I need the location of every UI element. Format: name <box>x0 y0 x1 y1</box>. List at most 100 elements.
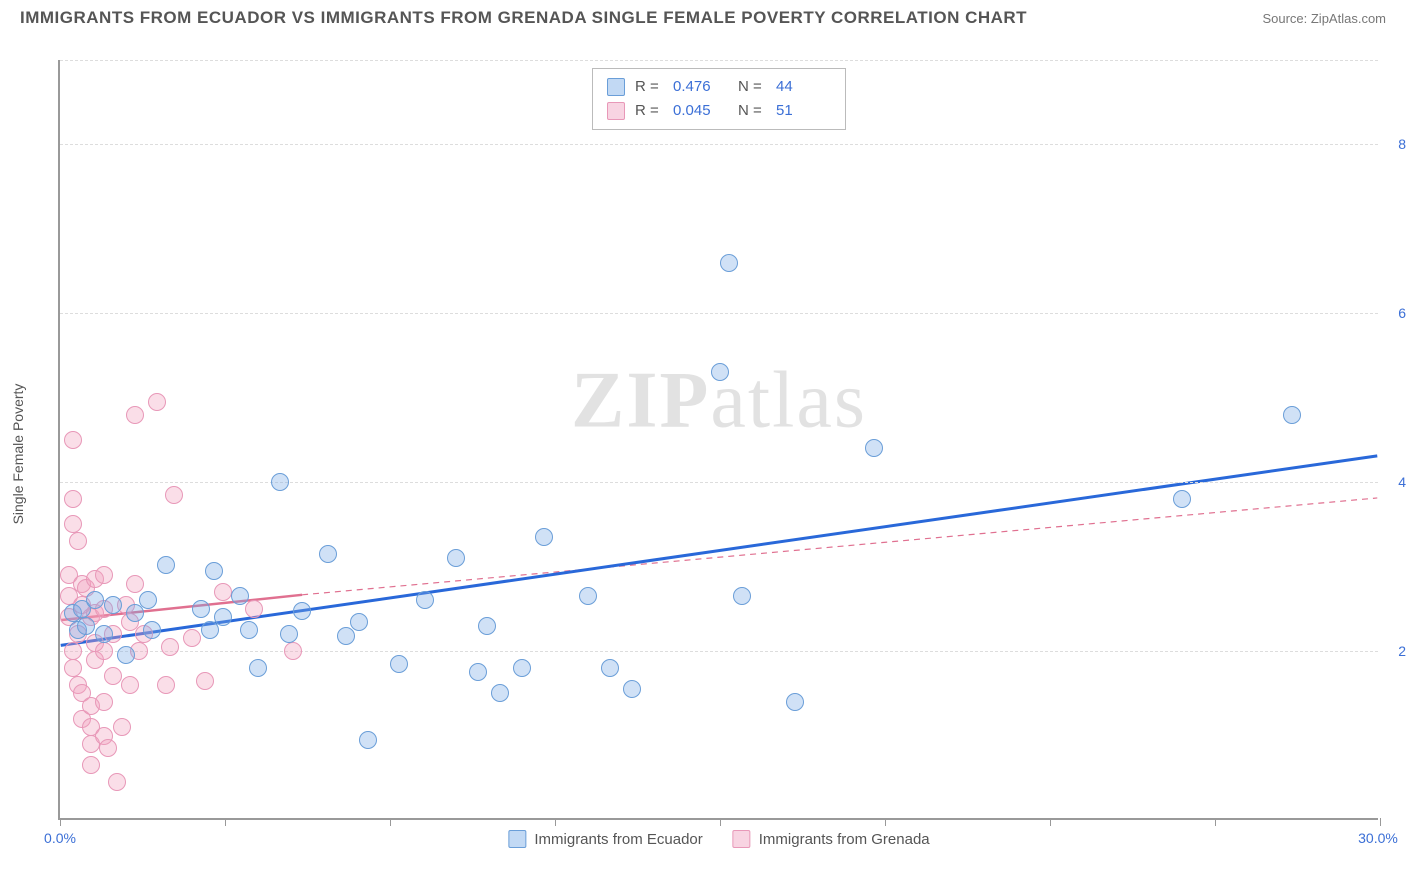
data-point <box>86 591 104 609</box>
data-point <box>271 473 289 491</box>
x-axis-max-label: 30.0% <box>1358 830 1398 846</box>
data-point <box>319 545 337 563</box>
data-point <box>104 596 122 614</box>
y-tick-label: 40.0% <box>1398 474 1406 490</box>
swatch-blue-icon <box>607 78 625 96</box>
y-tick-label: 80.0% <box>1398 136 1406 152</box>
data-point <box>104 667 122 685</box>
data-point <box>165 486 183 504</box>
data-point <box>139 591 157 609</box>
data-point <box>601 659 619 677</box>
data-point <box>157 556 175 574</box>
data-point <box>535 528 553 546</box>
data-point <box>113 718 131 736</box>
data-point <box>95 693 113 711</box>
data-point <box>214 608 232 626</box>
plot-area: ZIPatlas R = 0.476 N = 44 R = 0.045 N = … <box>58 60 1378 820</box>
legend-row-ecuador: R = 0.476 N = 44 <box>607 75 831 99</box>
n-value: 44 <box>776 75 831 99</box>
data-point <box>161 638 179 656</box>
data-point <box>720 254 738 272</box>
data-point <box>99 739 117 757</box>
data-point <box>711 363 729 381</box>
data-point <box>337 627 355 645</box>
gridline <box>60 482 1378 483</box>
y-tick-label: 20.0% <box>1398 643 1406 659</box>
data-point <box>69 532 87 550</box>
source-attribution: Source: ZipAtlas.com <box>1262 11 1386 26</box>
data-point <box>148 393 166 411</box>
series-legend: Immigrants from Ecuador Immigrants from … <box>508 830 929 848</box>
data-point <box>245 600 263 618</box>
data-point <box>469 663 487 681</box>
data-point <box>143 621 161 639</box>
data-point <box>64 515 82 533</box>
data-point <box>280 625 298 643</box>
y-axis-label: Single Female Poverty <box>10 384 26 525</box>
r-label: R = <box>635 75 663 99</box>
correlation-legend: R = 0.476 N = 44 R = 0.045 N = 51 <box>592 68 846 130</box>
data-point <box>64 431 82 449</box>
data-point <box>64 642 82 660</box>
legend-label: Immigrants from Ecuador <box>534 831 702 848</box>
data-point <box>416 591 434 609</box>
gridline <box>60 313 1378 314</box>
n-value: 51 <box>776 99 831 123</box>
data-point <box>126 575 144 593</box>
data-point <box>77 617 95 635</box>
data-point <box>117 646 135 664</box>
trendlines <box>60 60 1378 818</box>
r-label: R = <box>635 99 663 123</box>
data-point <box>82 756 100 774</box>
data-point <box>205 562 223 580</box>
data-point <box>284 642 302 660</box>
x-tick <box>60 818 61 826</box>
data-point <box>350 613 368 631</box>
legend-label: Immigrants from Grenada <box>759 831 930 848</box>
r-value: 0.045 <box>673 99 728 123</box>
data-point <box>786 693 804 711</box>
x-tick <box>1380 818 1381 826</box>
x-tick <box>720 818 721 826</box>
data-point <box>64 659 82 677</box>
x-tick <box>1215 818 1216 826</box>
x-axis-min-label: 0.0% <box>44 830 76 846</box>
data-point <box>1173 490 1191 508</box>
x-tick <box>885 818 886 826</box>
data-point <box>733 587 751 605</box>
data-point <box>231 587 249 605</box>
x-tick <box>1050 818 1051 826</box>
data-point <box>121 676 139 694</box>
chart-container: Single Female Poverty ZIPatlas R = 0.476… <box>48 50 1388 858</box>
swatch-pink-icon <box>607 102 625 120</box>
data-point <box>513 659 531 677</box>
data-point <box>447 549 465 567</box>
gridline <box>60 651 1378 652</box>
data-point <box>95 642 113 660</box>
data-point <box>390 655 408 673</box>
data-point <box>249 659 267 677</box>
data-point <box>196 672 214 690</box>
x-tick <box>390 818 391 826</box>
data-point <box>623 680 641 698</box>
swatch-pink-icon <box>733 830 751 848</box>
swatch-blue-icon <box>508 830 526 848</box>
n-label: N = <box>738 99 766 123</box>
data-point <box>95 566 113 584</box>
y-tick-label: 60.0% <box>1398 305 1406 321</box>
gridline <box>60 144 1378 145</box>
gridline <box>60 60 1378 61</box>
data-point <box>359 731 377 749</box>
chart-title: IMMIGRANTS FROM ECUADOR VS IMMIGRANTS FR… <box>20 8 1027 28</box>
data-point <box>192 600 210 618</box>
x-tick <box>555 818 556 826</box>
n-label: N = <box>738 75 766 99</box>
data-point <box>108 773 126 791</box>
data-point <box>865 439 883 457</box>
data-point <box>183 629 201 647</box>
legend-item-grenada: Immigrants from Grenada <box>733 830 930 848</box>
data-point <box>64 490 82 508</box>
data-point <box>478 617 496 635</box>
data-point <box>579 587 597 605</box>
legend-row-grenada: R = 0.045 N = 51 <box>607 99 831 123</box>
